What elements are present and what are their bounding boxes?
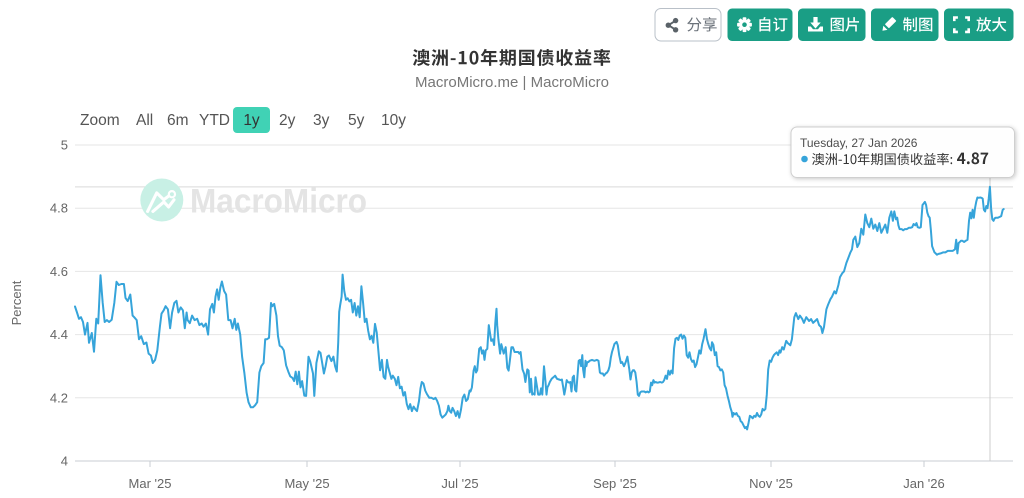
svg-text:Percent: Percent	[9, 280, 24, 325]
svg-text:5y: 5y	[348, 112, 365, 129]
svg-text:Sep '25: Sep '25	[593, 476, 637, 491]
svg-text:4.6: 4.6	[50, 264, 68, 279]
svg-text:MacroMicro.me | MacroMicro: MacroMicro.me | MacroMicro	[415, 74, 609, 91]
svg-text:2y: 2y	[279, 112, 296, 129]
svg-text:4.4: 4.4	[50, 327, 68, 342]
svg-text:YTD: YTD	[199, 112, 230, 129]
svg-text:Jan '26: Jan '26	[903, 476, 945, 491]
svg-text:Tuesday, 27 Jan 2026: Tuesday, 27 Jan 2026	[800, 136, 918, 150]
svg-text:Mar '25: Mar '25	[129, 476, 172, 491]
svg-text:5: 5	[61, 138, 68, 153]
svg-text:Nov '25: Nov '25	[749, 476, 793, 491]
svg-text:3y: 3y	[313, 112, 330, 129]
svg-text:MacroMicro: MacroMicro	[190, 182, 367, 221]
svg-text:4.8: 4.8	[50, 201, 68, 216]
svg-text:10y: 10y	[381, 112, 406, 129]
svg-text:Zoom: Zoom	[80, 112, 120, 129]
svg-text:1y: 1y	[243, 112, 260, 129]
svg-text:All: All	[136, 112, 153, 129]
svg-text:6m: 6m	[167, 112, 189, 129]
svg-text:4.2: 4.2	[50, 390, 68, 405]
svg-text:4: 4	[61, 454, 68, 469]
svg-text:Jul '25: Jul '25	[441, 476, 478, 491]
svg-text:May '25: May '25	[284, 476, 329, 491]
